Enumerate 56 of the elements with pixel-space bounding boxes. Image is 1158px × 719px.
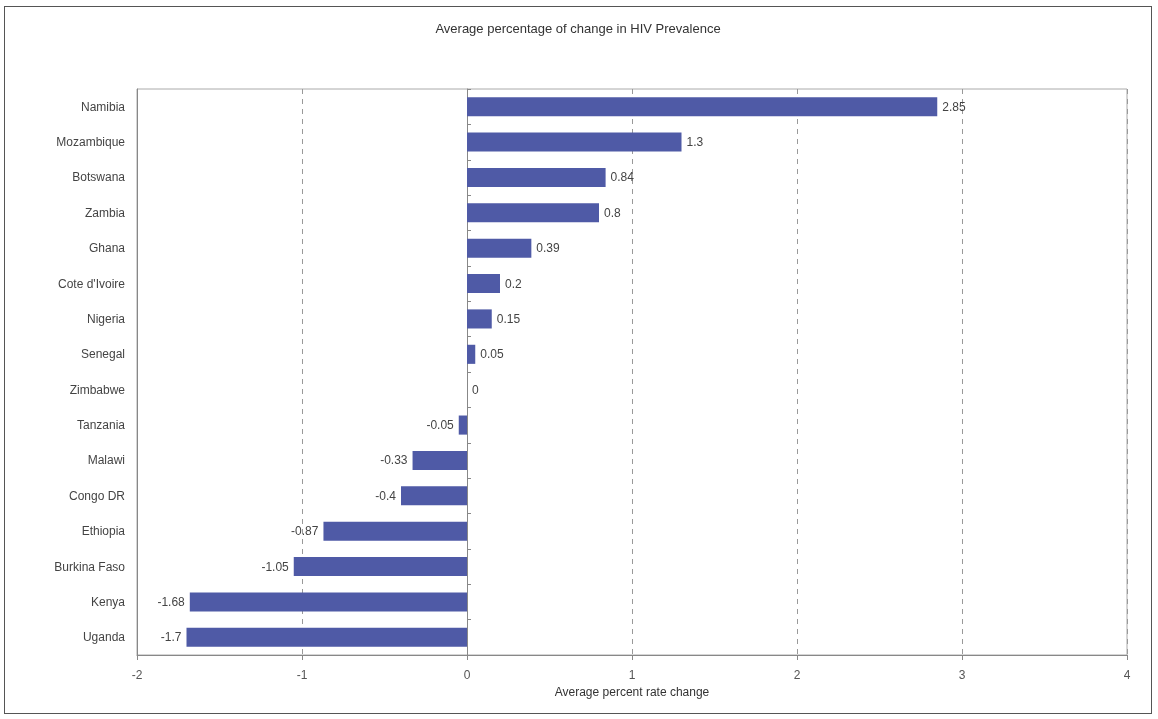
y-tick-label: Ethiopia	[81, 524, 126, 539]
data-label: -0.33	[380, 453, 408, 468]
x-axis-title: Average percent rate change	[554, 684, 710, 699]
data-label: -1.68	[157, 594, 186, 609]
y-tick-label: Senegal	[80, 347, 125, 362]
data-label: -1.7	[160, 630, 182, 645]
x-tick-label: -1	[296, 668, 308, 682]
bar	[293, 557, 467, 577]
data-label: 0.8	[604, 205, 622, 220]
y-tick-label: Uganda	[82, 630, 126, 645]
x-tick-label: 0	[463, 668, 471, 682]
data-label: 2.85	[942, 99, 966, 114]
y-tick-label: Ghana	[88, 241, 126, 256]
data-label: 0.39	[536, 241, 561, 256]
data-label: -0.05	[426, 418, 455, 433]
bar	[467, 344, 476, 364]
y-tick-label: Nigeria	[86, 311, 126, 326]
x-tick-label: -2	[131, 668, 143, 682]
data-label: 0.15	[496, 311, 521, 326]
bar	[467, 203, 599, 223]
bar	[412, 450, 467, 470]
data-label: -1.05	[261, 559, 290, 574]
x-tick-label: 1	[628, 668, 636, 682]
bar	[467, 238, 532, 258]
bar	[467, 167, 606, 187]
data-label: 0.05	[480, 347, 504, 362]
bar	[467, 97, 938, 117]
bar	[458, 415, 467, 435]
y-tick-label: Botswana	[72, 170, 126, 185]
y-tick-label: Namibia	[80, 99, 126, 114]
data-label: -0.87	[291, 524, 319, 539]
bar	[186, 627, 467, 647]
data-label: 0.2	[505, 276, 523, 291]
bar	[467, 274, 500, 294]
bar	[467, 309, 492, 329]
y-tick-label: Zambia	[84, 205, 126, 220]
y-tick-label: Burkina Faso	[54, 559, 126, 574]
data-label: 0	[472, 382, 479, 397]
x-tick-label: 4	[1123, 668, 1131, 682]
x-tick-label: 2	[793, 668, 801, 682]
data-label: 1.3	[686, 135, 704, 150]
bar	[401, 486, 467, 506]
bar	[189, 592, 467, 612]
bar	[323, 521, 467, 541]
y-tick-label: Mozambique	[56, 135, 126, 150]
y-tick-label: Congo DR	[68, 488, 126, 503]
y-tick-label: Zimbabwe	[69, 382, 126, 397]
y-tick-label: Malawi	[87, 453, 125, 468]
y-tick-label: Kenya	[90, 594, 126, 609]
y-tick-label: Tanzania	[76, 418, 126, 433]
data-label: -0.4	[375, 488, 397, 503]
chart-title: Average percentage of change in HIV Prevalence	[435, 21, 721, 36]
y-tick-label: Cote d'Ivoire	[58, 276, 126, 291]
bar	[467, 132, 682, 152]
data-label: 0.84	[610, 170, 635, 185]
x-tick-label: 3	[958, 668, 966, 682]
